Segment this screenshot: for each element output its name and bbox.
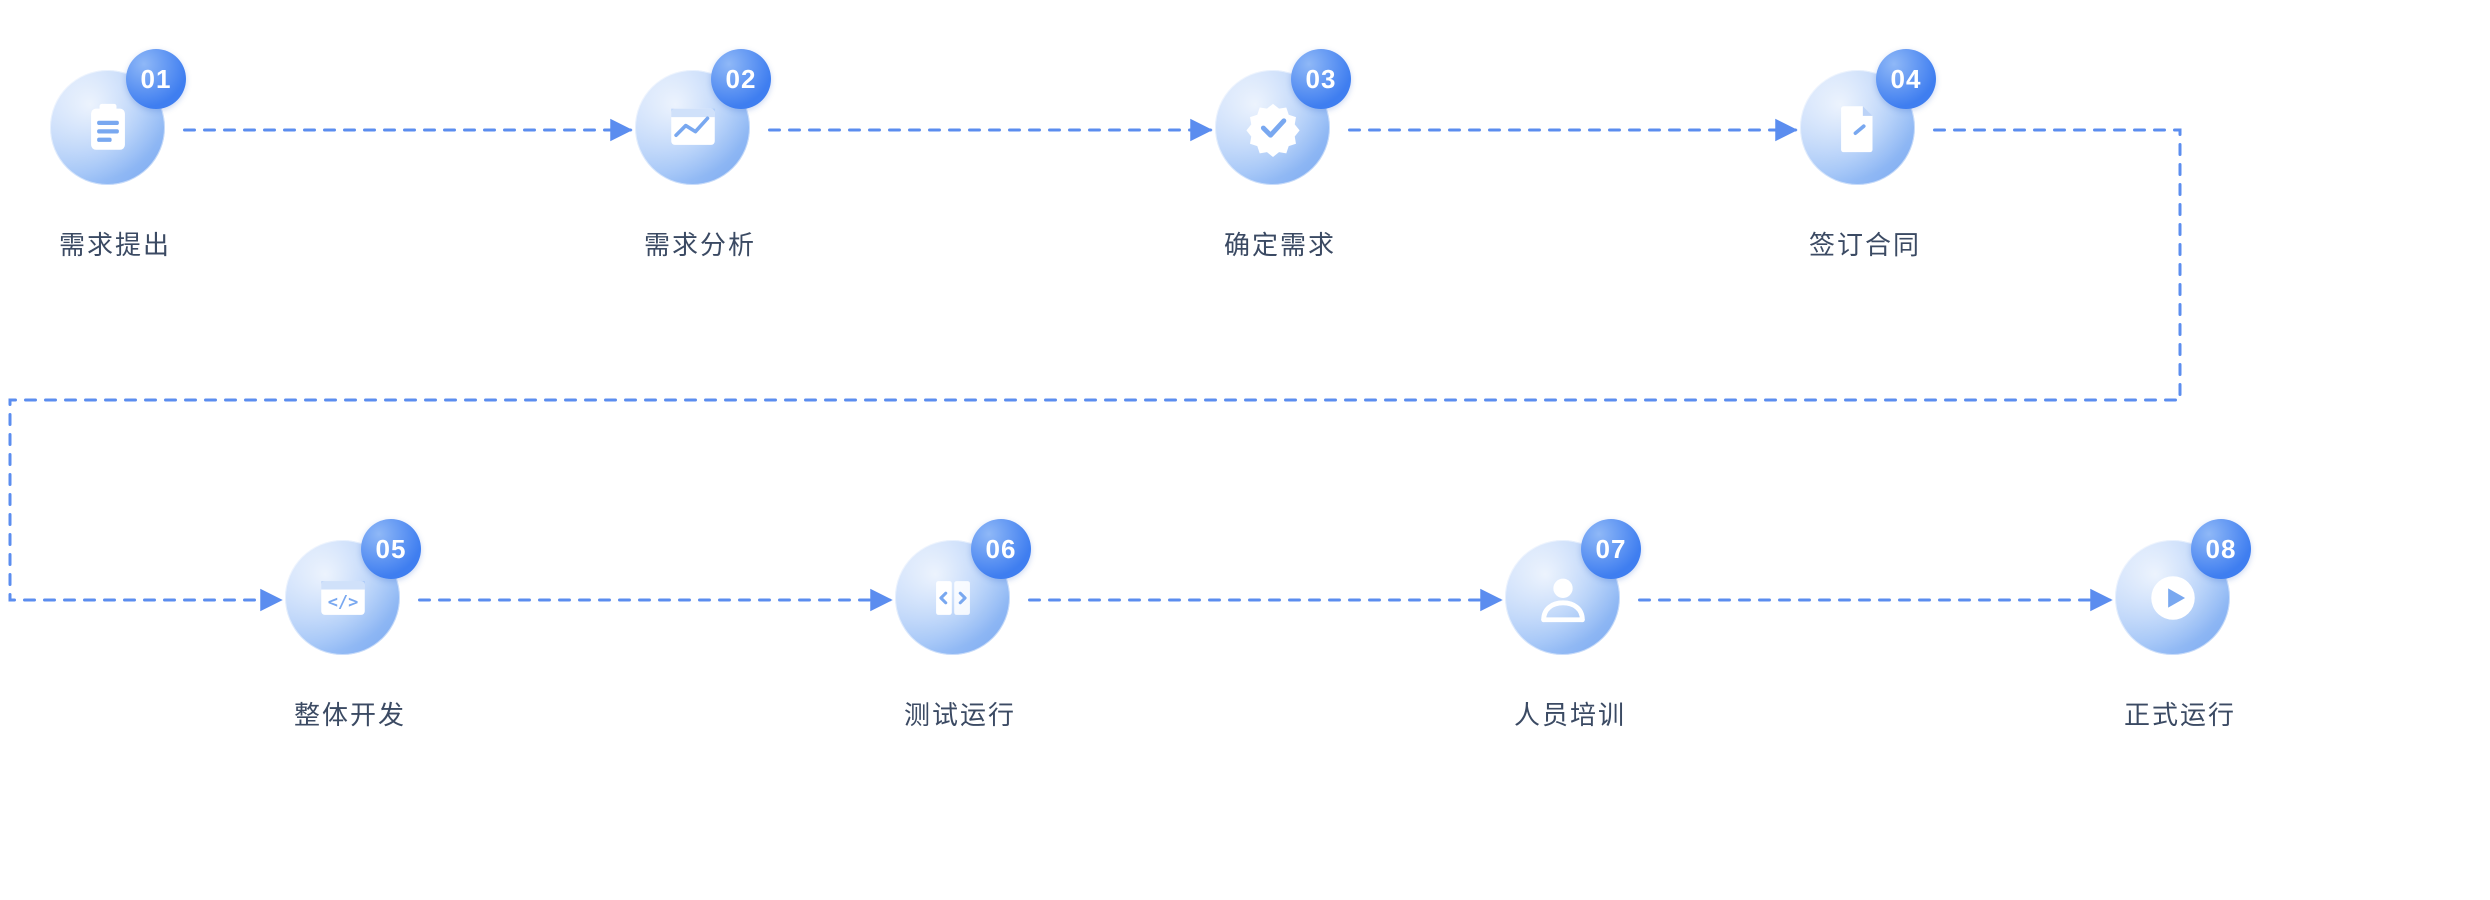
step-bubble: </>05 xyxy=(285,525,415,655)
step-bubble: 04 xyxy=(1800,55,1930,185)
step-bubble: 02 xyxy=(635,55,765,185)
step-08: 08 正式运行 xyxy=(2080,525,2280,732)
step-label: 测试运行 xyxy=(860,695,1060,732)
step-number-badge: 04 xyxy=(1876,49,1936,109)
step-label: 正式运行 xyxy=(2080,695,2280,732)
step-bubble: 07 xyxy=(1505,525,1635,655)
step-number-badge: 01 xyxy=(126,49,186,109)
step-number-badge: 03 xyxy=(1291,49,1351,109)
step-label: 人员培训 xyxy=(1470,695,1670,732)
step-02: 02 需求分析 xyxy=(600,55,800,262)
step-label: 需求分析 xyxy=(600,225,800,262)
step-label: 整体开发 xyxy=(250,695,450,732)
step-bubble: 08 xyxy=(2115,525,2245,655)
svg-text:</>: </> xyxy=(327,591,358,611)
step-label: 需求提出 xyxy=(15,225,215,262)
step-bubble: 03 xyxy=(1215,55,1345,185)
step-number-badge: 08 xyxy=(2191,519,2251,579)
step-07: 07 人员培训 xyxy=(1470,525,1670,732)
step-bubble: 01 xyxy=(50,55,180,185)
step-bubble: 06 xyxy=(895,525,1025,655)
step-06: 06 测试运行 xyxy=(860,525,1060,732)
step-number-badge: 02 xyxy=(711,49,771,109)
process-flow-diagram: 01需求提出02需求分析03确定需求04签订合同</>05整体开发06测试运行0… xyxy=(0,0,2490,900)
step-05: </>05 整体开发 xyxy=(250,525,450,732)
step-01: 01 需求提出 xyxy=(15,55,215,262)
step-03: 03 确定需求 xyxy=(1180,55,1380,262)
step-04: 04 签订合同 xyxy=(1765,55,1965,262)
step-number-badge: 06 xyxy=(971,519,1031,579)
step-number-badge: 05 xyxy=(361,519,421,579)
step-number-badge: 07 xyxy=(1581,519,1641,579)
step-label: 确定需求 xyxy=(1180,225,1380,262)
step-label: 签订合同 xyxy=(1765,225,1965,262)
